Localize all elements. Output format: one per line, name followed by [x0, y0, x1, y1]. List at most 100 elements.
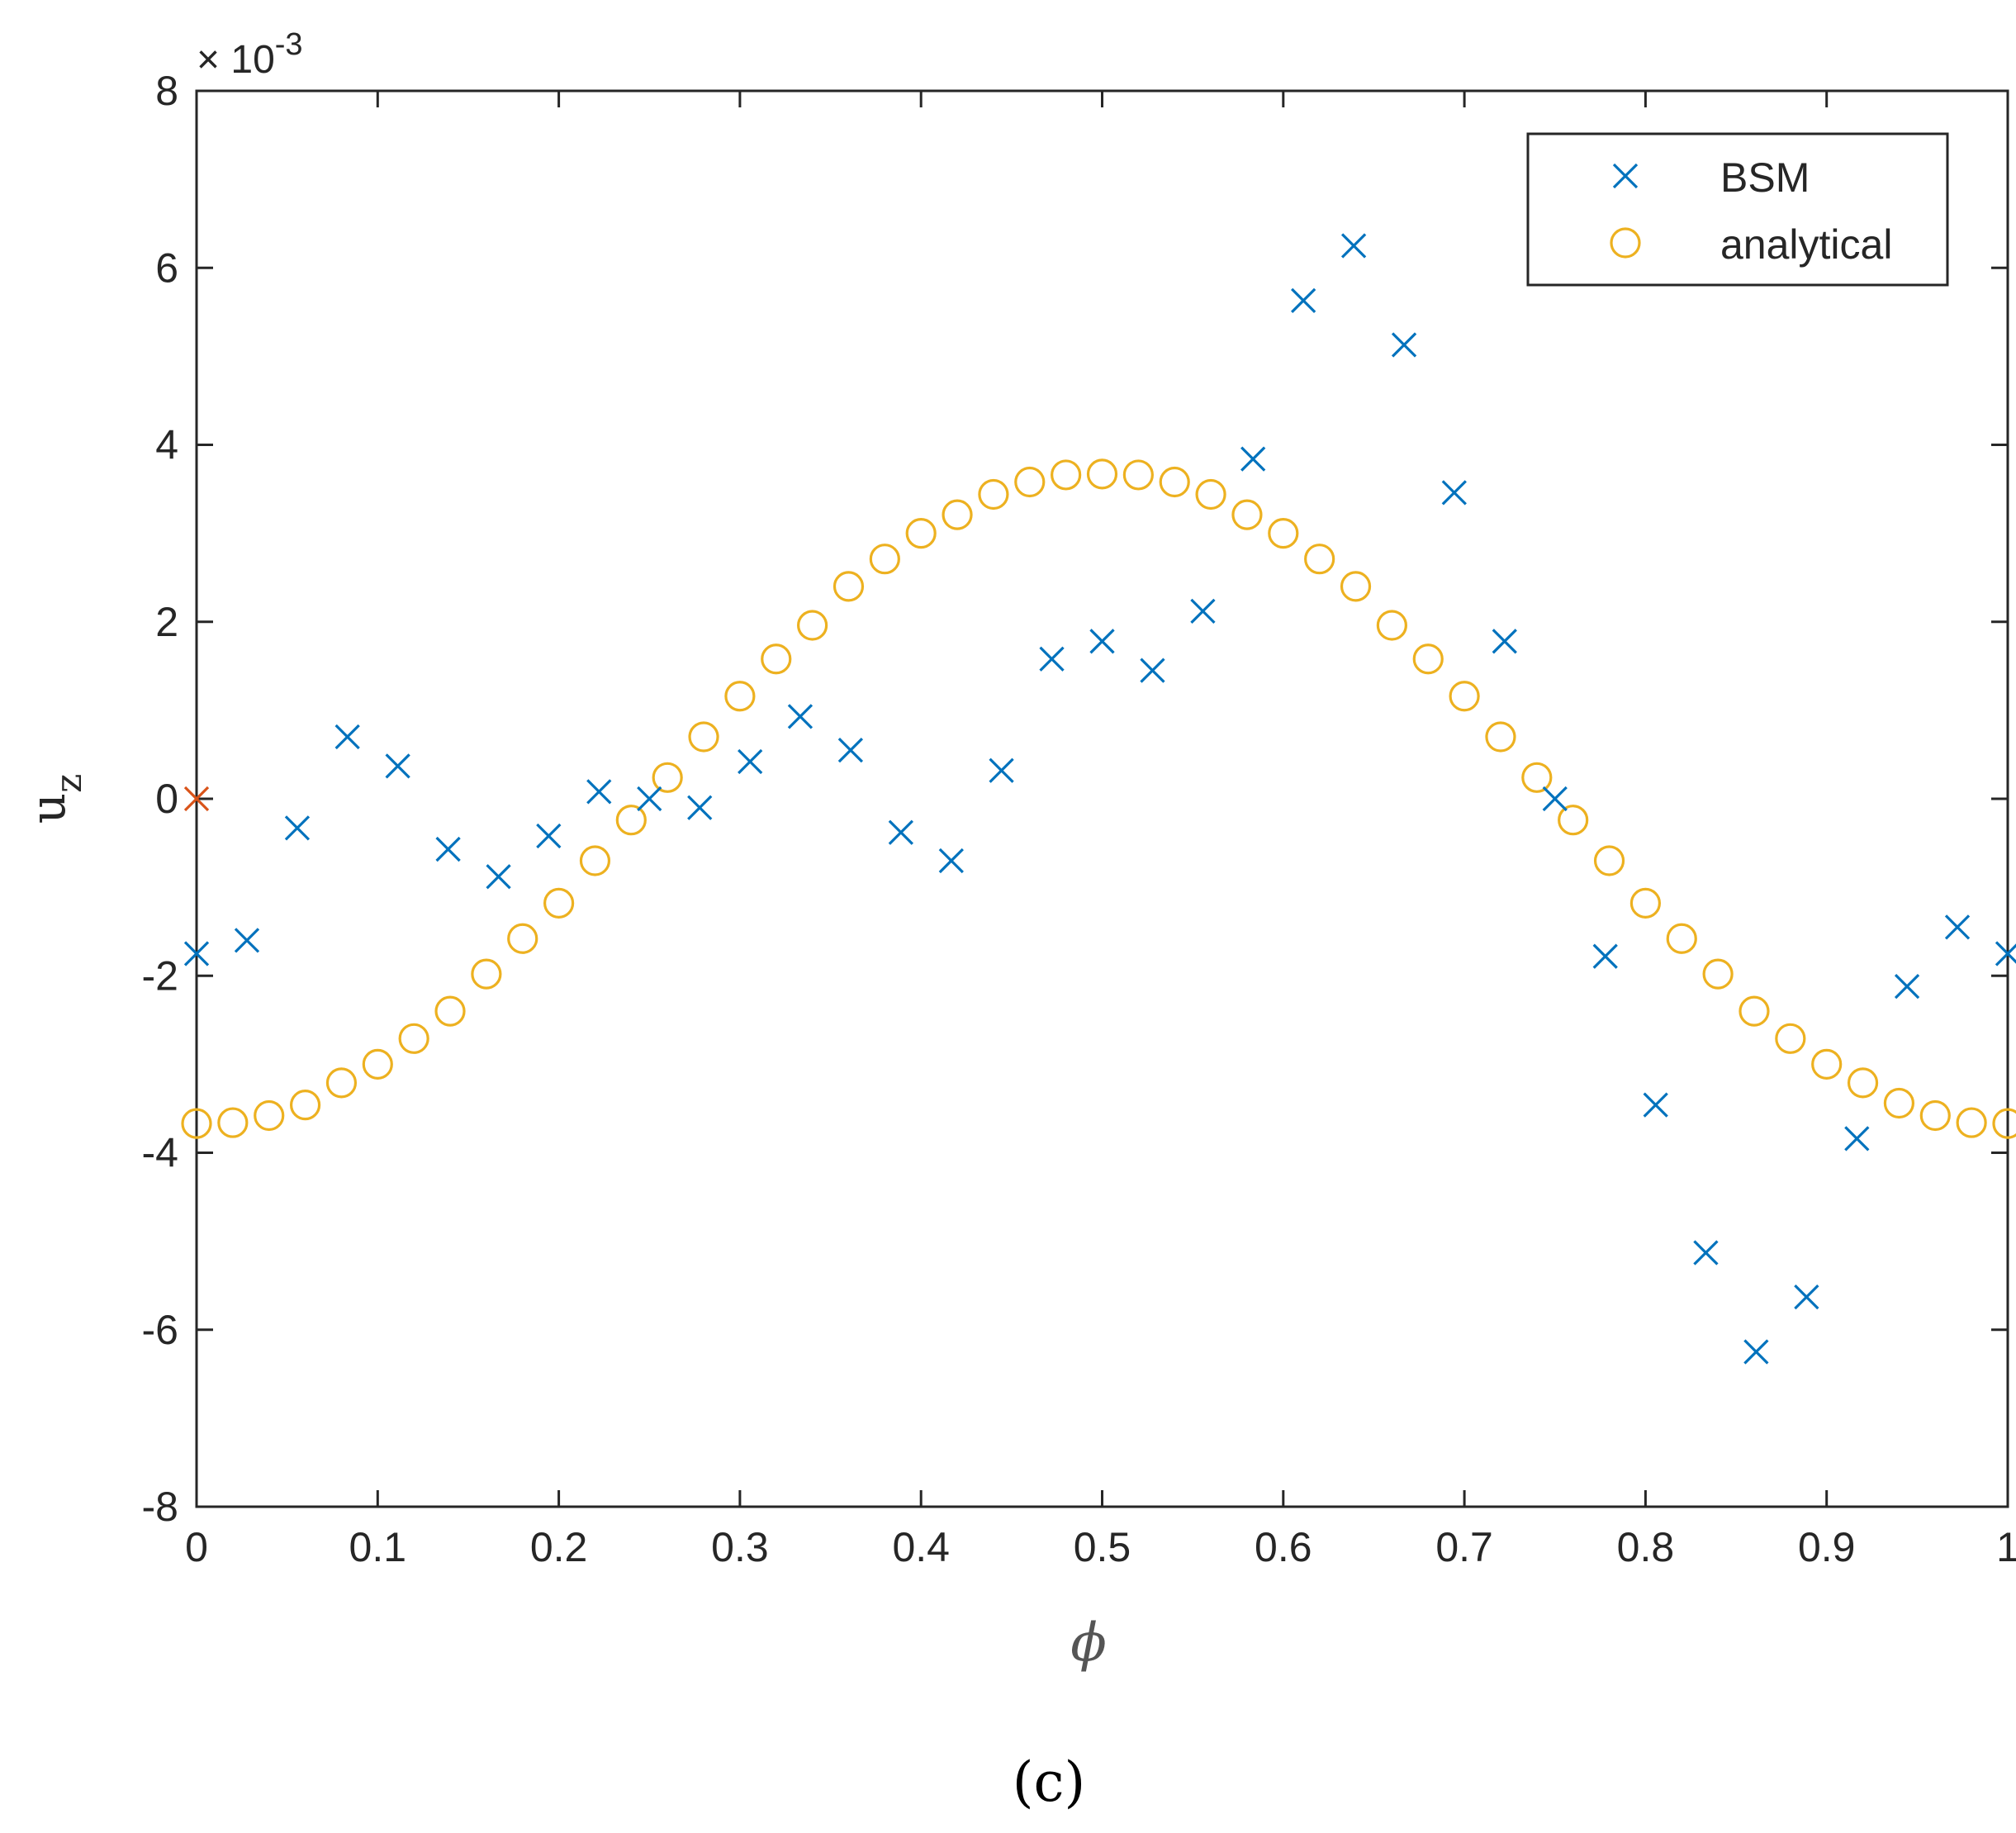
y-tick-label: -6	[142, 1307, 178, 1353]
bsm-point	[284, 815, 311, 841]
analytical-point	[543, 887, 575, 919]
analytical-point	[1883, 1087, 1915, 1119]
bsm-point	[637, 786, 662, 812]
x-tick-label: 0.2	[530, 1524, 588, 1570]
x-axis-ticks: 0 0.1 0.2 0.3 0.4 0.5 0.6 0.7 0.8 0.9 1	[185, 91, 2016, 1570]
analytical-point	[325, 1067, 358, 1099]
analytical-point	[1558, 805, 1589, 836]
highlight-point	[183, 786, 210, 812]
bsm-point	[536, 823, 562, 849]
legend-box	[1526, 132, 1949, 287]
analytical-point	[1593, 845, 1625, 876]
analytical-point	[1231, 499, 1263, 530]
bsm-point	[1592, 943, 1618, 969]
analytical-point	[652, 762, 683, 793]
analytical-point	[1919, 1099, 1951, 1132]
bsm-point	[1944, 914, 1971, 940]
analytical-point	[1304, 544, 1335, 575]
analytical-point	[1412, 643, 1444, 675]
analytical-point	[1122, 459, 1154, 491]
highlight-series	[183, 786, 210, 812]
bsm-point	[1240, 446, 1266, 472]
x-tick-label: 0	[185, 1524, 208, 1570]
analytical-point	[1449, 681, 1480, 712]
bsm-point	[938, 848, 964, 874]
bsm-point	[1894, 973, 1920, 1000]
x-tick-label: 0.9	[1798, 1524, 1856, 1570]
analytical-series	[181, 458, 2016, 1139]
y-exponent-label: × 10-3	[197, 27, 303, 82]
bsm-point	[837, 737, 864, 763]
legend-bsm-x-icon	[1612, 163, 1639, 189]
analytical-point	[1775, 1023, 1806, 1054]
analytical-point	[978, 478, 1009, 510]
bsm-point	[1995, 941, 2016, 966]
analytical-point	[1629, 887, 1662, 919]
analytical-point	[507, 923, 538, 954]
bsm-point	[1441, 480, 1467, 506]
analytical-point	[254, 1099, 285, 1132]
bsm-point	[1190, 598, 1216, 624]
x-tick-label: 0.6	[1255, 1524, 1312, 1570]
analytical-point	[797, 610, 828, 641]
analytical-point	[217, 1107, 249, 1138]
analytical-point	[869, 544, 900, 575]
bsm-point	[486, 864, 511, 890]
x-tick-label: 0.5	[1074, 1524, 1131, 1570]
legend-analytical-label: analytical	[1720, 221, 1892, 268]
plot-area	[195, 89, 2009, 1508]
bsm-point	[1743, 1339, 1769, 1365]
legend-bsm-marker	[1612, 163, 1639, 189]
analytical-point	[1485, 721, 1516, 753]
panel-label: (c)	[1013, 1750, 1085, 1814]
analytical-point	[761, 643, 792, 675]
analytical-point	[942, 499, 973, 530]
analytical-point	[1376, 610, 1407, 641]
x-tick-label: 1	[1996, 1524, 2016, 1570]
analytical-point	[362, 1048, 393, 1080]
bsm-point	[385, 753, 410, 779]
analytical-point	[832, 571, 865, 602]
bsm-point	[1039, 646, 1065, 672]
y-axis-ticks: -8 -6 -4 -2 0 2 4 6 8	[142, 68, 2008, 1530]
y-tick-label: 8	[155, 68, 178, 114]
analytical-point	[1086, 458, 1118, 490]
y-tick-label: 0	[155, 776, 178, 822]
bsm-point	[1542, 786, 1568, 812]
x-tick-label: 0.8	[1617, 1524, 1675, 1570]
bsm-series	[183, 233, 2016, 1365]
bsm-point	[334, 724, 360, 750]
analytical-point	[1521, 762, 1553, 793]
analytical-point	[1268, 518, 1299, 549]
bsm-point	[687, 795, 713, 820]
analytical-point	[1847, 1067, 1879, 1099]
bsm-point	[1291, 287, 1316, 314]
x-tick-label: 0.3	[711, 1524, 769, 1570]
bsm-point	[1643, 1092, 1668, 1118]
bsm-point	[1340, 233, 1367, 259]
bsm-point	[738, 748, 763, 775]
analytical-point	[289, 1090, 321, 1121]
bsm-point	[1391, 332, 1417, 358]
bsm-point	[787, 704, 814, 729]
bsm-point	[234, 928, 260, 953]
bsm-point	[1794, 1284, 1819, 1310]
bsm-point	[183, 941, 210, 966]
legend-analytical-marker	[1610, 227, 1641, 259]
analytical-point	[1739, 995, 1770, 1027]
analytical-point	[471, 958, 502, 990]
bsm-point	[1089, 629, 1115, 654]
legend: BSM analytical	[1526, 132, 1949, 287]
x-tick-label: 0.7	[1435, 1524, 1493, 1570]
analytical-point	[1014, 466, 1046, 498]
y-tick-label: -4	[142, 1130, 178, 1176]
analytical-point	[905, 518, 937, 549]
bsm-point	[1844, 1126, 1870, 1152]
analytical-point	[615, 805, 647, 836]
analytical-point	[579, 845, 611, 876]
analytical-point	[1702, 958, 1734, 990]
analytical-point	[724, 681, 756, 712]
bsm-point	[586, 779, 612, 805]
legend-analytical-circle-icon	[1610, 227, 1641, 259]
